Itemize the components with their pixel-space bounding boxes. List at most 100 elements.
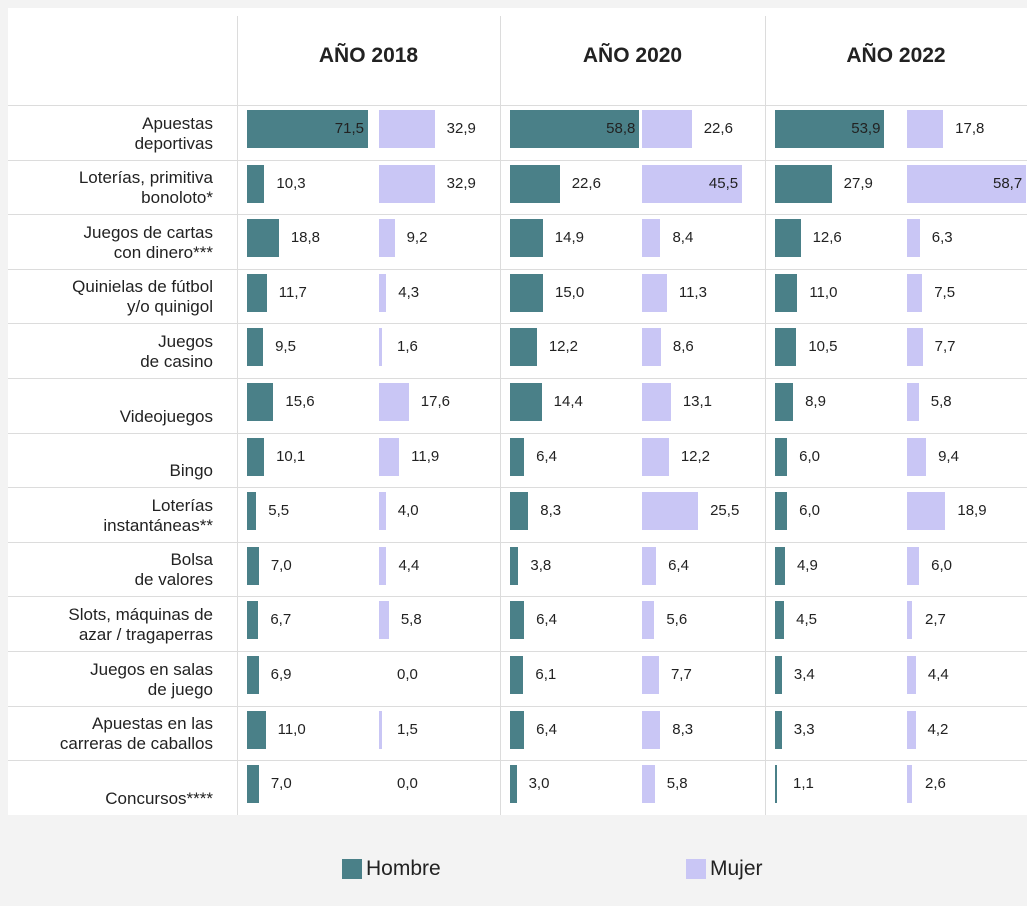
bar — [775, 328, 797, 367]
value-label: 7,5 — [934, 283, 956, 301]
bar — [247, 437, 265, 476]
bar — [642, 383, 671, 421]
bar — [775, 601, 785, 640]
value-label: 7,0 — [270, 775, 292, 793]
value-label: 10,1 — [276, 447, 306, 465]
value-label: 12,2 — [548, 338, 579, 356]
value-label: 11,3 — [678, 283, 707, 301]
value-label: 10,5 — [808, 338, 838, 356]
bar — [907, 164, 1027, 203]
bar — [247, 273, 267, 312]
value-label: 8,4 — [672, 229, 694, 247]
value-label: 22,6 — [571, 174, 601, 192]
row-line — [8, 159, 1027, 161]
bar — [379, 437, 400, 476]
value-label: 11,7 — [278, 283, 307, 301]
value-label: 9,5 — [275, 338, 296, 356]
value-label: 4,5 — [796, 611, 817, 629]
category-label: Loterías instantáneas** — [103, 495, 213, 535]
bar — [907, 492, 946, 531]
value-label: 6,4 — [536, 720, 557, 738]
row-line — [8, 487, 1027, 489]
bar — [379, 546, 387, 585]
value-label: 5,8 — [930, 393, 952, 410]
row-line — [8, 651, 1027, 652]
panel-divider — [765, 16, 766, 815]
bar — [247, 328, 264, 367]
bar — [379, 710, 382, 749]
bar — [247, 601, 259, 640]
value-label: 3,3 — [793, 720, 815, 738]
bar — [510, 492, 529, 531]
bar — [642, 110, 692, 148]
bar — [510, 765, 517, 804]
bar — [775, 437, 788, 476]
bar — [642, 219, 661, 258]
bar — [642, 765, 655, 804]
bar — [907, 110, 944, 148]
value-label: 4,4 — [927, 666, 949, 683]
bar — [775, 710, 782, 749]
category-label: Apuestas deportivas — [134, 113, 213, 153]
category-label: Videojuegos — [119, 406, 213, 426]
bar — [247, 656, 259, 694]
bar — [510, 273, 543, 312]
bar — [907, 383, 919, 421]
row-line — [8, 378, 1027, 379]
value-label: 4,2 — [927, 720, 949, 738]
bar — [510, 546, 519, 585]
panel-title: AÑO 2022 — [846, 44, 946, 67]
bar — [379, 383, 409, 421]
value-label: 6,4 — [668, 556, 689, 574]
bar — [775, 765, 778, 804]
value-label: 7,0 — [270, 556, 292, 574]
value-label: 6,9 — [270, 666, 292, 683]
chart: Apuestas deportivas Loterías, primitiva b… — [8, 8, 1027, 906]
value-label: 15,0 — [555, 283, 585, 301]
bar — [907, 328, 923, 367]
bar — [907, 710, 916, 749]
category-label: Quinielas de fútbol y/o quinigol — [72, 277, 213, 317]
bar — [510, 383, 542, 421]
value-label: 32,9 — [446, 120, 476, 137]
legend-area — [8, 814, 1027, 906]
value-label: 6,0 — [799, 447, 821, 465]
value-label: 4,4 — [398, 556, 420, 574]
category-label: Concursos**** — [105, 788, 213, 808]
bar — [907, 437, 927, 476]
value-label: 4,9 — [796, 556, 818, 574]
category-label: Juegos de casino — [140, 331, 213, 371]
bar — [642, 492, 699, 531]
bar — [642, 273, 667, 312]
bar — [379, 601, 389, 640]
bar — [775, 273, 798, 312]
value-label: 11,9 — [411, 447, 440, 465]
value-label: 8,6 — [672, 338, 694, 356]
category-label: Bolsa de valores — [134, 550, 213, 590]
category-label: Apuestas en las carreras de caballos — [59, 714, 213, 754]
row-line — [8, 214, 1027, 216]
value-label: 6,4 — [536, 447, 557, 465]
row-line — [8, 268, 1027, 270]
value-label: 15,6 — [285, 393, 315, 410]
value-label: 17,8 — [955, 120, 985, 137]
value-label: 3,4 — [793, 666, 815, 683]
value-label: 6,1 — [535, 666, 557, 683]
value-label: 11,0 — [277, 720, 306, 738]
value-label: 0,0 — [397, 666, 418, 683]
bar — [907, 601, 913, 640]
value-label: 18,8 — [290, 229, 321, 247]
bar — [247, 383, 274, 421]
bar — [247, 164, 265, 203]
value-label: 2,7 — [925, 611, 946, 629]
value-label: 18,9 — [957, 502, 987, 520]
value-label: 71,5 — [334, 120, 364, 137]
value-label: 27,9 — [843, 174, 873, 192]
value-label: 17,6 — [420, 393, 450, 410]
value-label: 8,9 — [805, 393, 826, 410]
value-label: 13,1 — [682, 393, 713, 410]
bar — [379, 492, 386, 531]
value-label: 4,3 — [398, 283, 420, 301]
legend-label: Hombre — [366, 857, 441, 880]
value-label: 8,3 — [540, 502, 562, 520]
